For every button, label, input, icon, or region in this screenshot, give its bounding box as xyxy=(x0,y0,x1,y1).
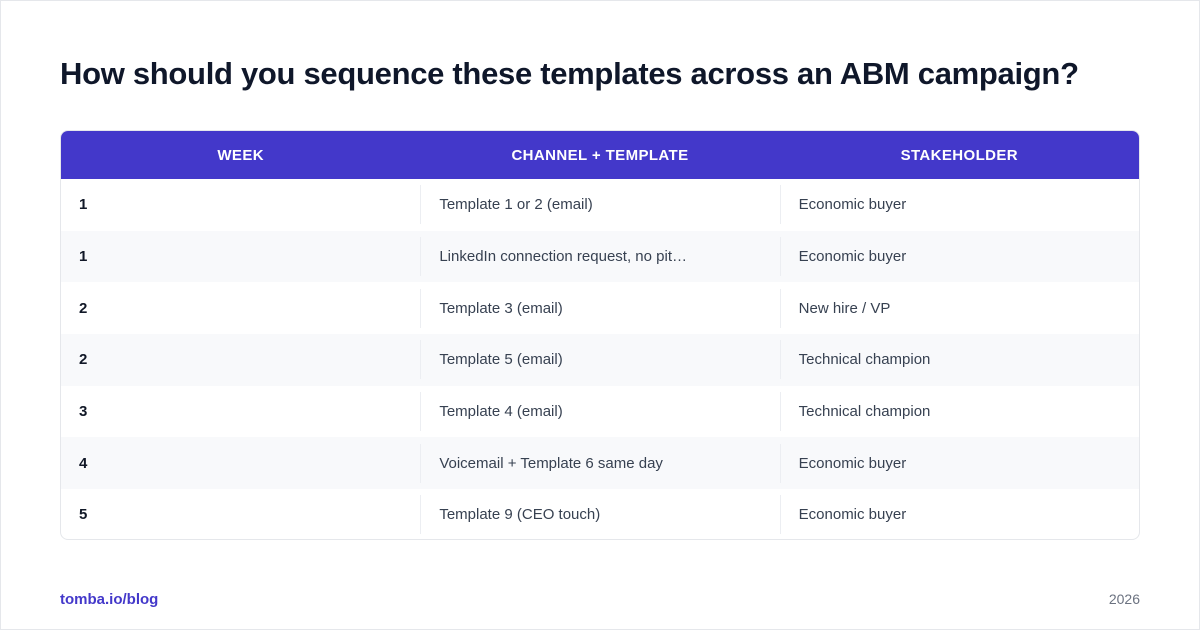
stakeholder-cell: Economic buyer xyxy=(779,443,1139,483)
header-stakeholder: STAKEHOLDER xyxy=(900,146,1019,164)
stakeholder-cell: Technical champion xyxy=(779,340,1139,380)
header-week: WEEK xyxy=(217,146,264,164)
table-row: 2 Template 5 (email) Technical champion xyxy=(61,334,1139,386)
week-cell: 1 xyxy=(79,196,88,214)
source-link[interactable]: tomba.io/blog xyxy=(60,591,159,608)
week-cell: 4 xyxy=(79,454,88,472)
channel-cell: Template 3 (email) xyxy=(420,288,779,328)
stakeholder-cell: Economic buyer xyxy=(779,237,1139,277)
channel-cell: Template 4 (email) xyxy=(420,392,779,432)
table-row: 1 LinkedIn connection request, no pit… E… xyxy=(61,230,1139,283)
stakeholder-cell: Economic buyer xyxy=(779,185,1139,225)
week-cell: 3 xyxy=(79,403,88,421)
stakeholder-cell: Technical champion xyxy=(779,392,1139,432)
stakeholder-cell: Economic buyer xyxy=(779,495,1139,535)
table-header: WEEK CHANNEL + TEMPLATE STAKEHOLDER xyxy=(61,131,1139,179)
table-row: 2 Template 3 (email) New hire / VP xyxy=(61,282,1139,334)
channel-cell: Template 9 (CEO touch) xyxy=(420,495,779,535)
channel-cell: Template 1 or 2 (email) xyxy=(420,185,779,225)
table-row: 4 Voicemail + Template 6 same day Econom… xyxy=(61,437,1139,490)
channel-cell: Voicemail + Template 6 same day xyxy=(420,443,779,483)
header-channel-template: CHANNEL + TEMPLATE xyxy=(511,146,689,164)
table-row: 1 Template 1 or 2 (email) Economic buyer xyxy=(61,179,1139,231)
table-row: 3 Template 4 (email) Technical champion xyxy=(61,386,1139,438)
week-cell: 5 xyxy=(79,506,88,524)
week-cell: 2 xyxy=(79,351,88,369)
table-row: 5 Template 9 (CEO touch) Economic buyer xyxy=(61,489,1139,539)
channel-cell: Template 5 (email) xyxy=(420,340,779,380)
week-cell: 2 xyxy=(79,299,88,317)
page-title: How should you sequence these templates … xyxy=(60,56,1079,91)
channel-cell: LinkedIn connection request, no pit… xyxy=(420,237,779,277)
sequence-table: WEEK CHANNEL + TEMPLATE STAKEHOLDER 1 Te… xyxy=(60,130,1140,540)
stakeholder-cell: New hire / VP xyxy=(779,288,1139,328)
week-cell: 1 xyxy=(79,248,88,266)
year-label: 2026 xyxy=(1108,591,1140,607)
